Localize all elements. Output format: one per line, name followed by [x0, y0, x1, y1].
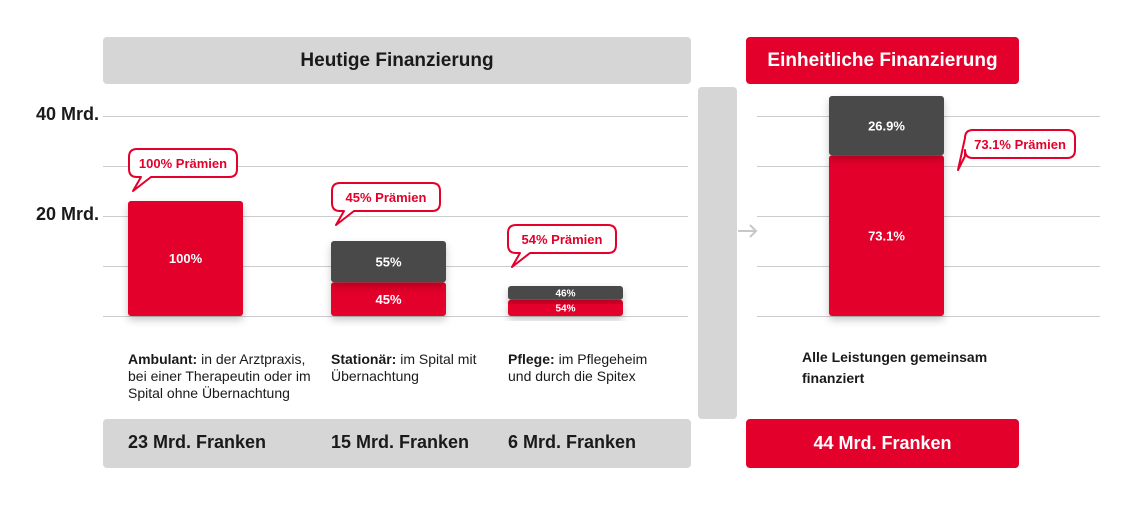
description-stationaer-text: im Spital mit Übernachtung	[331, 351, 477, 384]
bar-3-series-0	[829, 155, 944, 316]
callout-text-2: 54% Prämien	[522, 232, 603, 247]
callout-bubble-2	[507, 224, 617, 268]
description-pflege-title: Pflege:	[508, 351, 555, 367]
callout-bubble-1	[331, 182, 441, 226]
callout-3: 73.1% Prämien	[957, 129, 1076, 171]
y-tick-label-40: 40 Mrd.	[36, 104, 100, 124]
total-stationaer: 15 Mrd. Franken	[331, 432, 470, 452]
header-einheitliche-finanzierung: Einheitliche Finanzierung	[746, 37, 1019, 84]
callout-bubble-3	[957, 129, 1076, 171]
description-einheitlich-title: Alle Leistungen gemeinsam finanziert	[802, 349, 988, 386]
description-pflege-text: im Pflegeheim und durch die Spitex	[508, 351, 648, 384]
bar-label-3-0: 73.1%	[868, 228, 905, 243]
bar-2-series-0	[508, 299, 623, 316]
callout-2: 54% Prämien	[507, 224, 617, 268]
description-stationaer-title: Stationär:	[331, 351, 397, 367]
callout-0: 100% Prämien	[128, 148, 238, 192]
callout-text-0: 100% Prämien	[139, 156, 227, 171]
bar-label-1-1: 55%	[375, 254, 401, 269]
callout-text-1: 45% Prämien	[346, 190, 427, 205]
bars: 100% 45% 55% 54% 46% 73.1% 26.9%	[128, 96, 944, 316]
footer-totals-heutig	[103, 419, 691, 468]
section-divider	[698, 87, 737, 419]
total-ambulant: 23 Mrd. Franken	[128, 432, 267, 452]
total-pflege: 6 Mrd. Franken	[508, 432, 637, 452]
description-ambulant-text: in der Arztpraxis, bei einer Therapeutin…	[128, 351, 311, 401]
description-ambulant-title: Ambulant:	[128, 351, 198, 367]
callout-1: 45% Prämien	[331, 182, 441, 226]
bar-2-series-1	[508, 286, 623, 300]
callout-text-3: 73.1% Prämien	[974, 137, 1066, 152]
header-heutige-finanzierung: Heutige Finanzierung	[103, 37, 691, 84]
callouts: 100% Prämien 45% Prämien 54% Prämien 73.1% …	[128, 129, 1076, 268]
y-tick-label-20: 20 Mrd.	[36, 204, 100, 224]
bar-label-2-0: 54%	[555, 304, 575, 315]
arrow-icon	[738, 224, 758, 238]
total-einheitlich: 44 Mrd. Franken	[746, 419, 1019, 468]
bar-0-series-0	[128, 201, 243, 316]
bar-1-series-1	[331, 241, 446, 283]
description-ambulant: Ambulant: in der Arztpraxis, bei einer T…	[128, 351, 318, 402]
description-stationaer: Stationär: im Spital mit Übernachtung	[331, 351, 491, 385]
bar-label-3-1: 26.9%	[868, 118, 905, 133]
callout-bubble-0	[128, 148, 238, 192]
bar-3-series-1	[829, 96, 944, 156]
bar-1-series-0	[331, 282, 446, 316]
bar-label-2-1: 46%	[555, 289, 575, 300]
description-pflege: Pflege: im Pflegeheim und durch die Spit…	[508, 351, 658, 385]
bar-label-1-0: 45%	[375, 292, 401, 307]
description-einheitlich: Alle Leistungen gemeinsam finanziert	[802, 347, 992, 389]
bar-label-0-0: 100%	[169, 251, 203, 266]
